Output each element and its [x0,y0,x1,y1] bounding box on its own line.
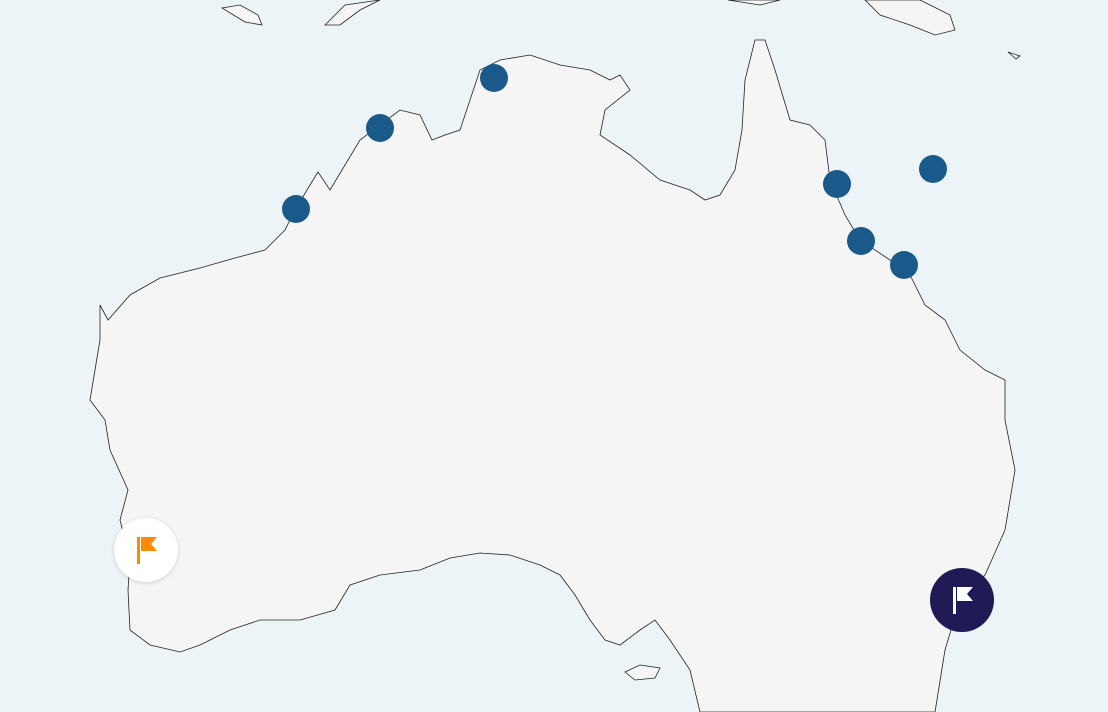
circle-marker-icon [919,155,947,183]
island [1007,51,1021,60]
location-marker[interactable] [282,195,310,223]
flag-marker[interactable] [114,518,178,582]
location-marker[interactable] [823,170,851,198]
flag-icon [953,587,973,614]
island [727,0,781,6]
island [324,0,381,26]
island [220,4,263,26]
location-marker[interactable] [847,227,875,255]
circle-marker-icon [366,114,394,142]
island [864,0,956,36]
circle-marker-icon [480,64,508,92]
australia-mainland [89,39,1016,712]
location-marker[interactable] [366,114,394,142]
location-marker[interactable] [919,155,947,183]
circle-marker-icon [823,170,851,198]
flag-icon [137,537,157,564]
landmass [89,0,1021,712]
markers-layer [114,64,994,632]
flag-marker[interactable] [930,568,994,632]
circle-marker-icon [282,195,310,223]
circle-marker-icon [890,251,918,279]
island [624,664,661,681]
circle-marker-icon [847,227,875,255]
location-marker[interactable] [890,251,918,279]
location-marker[interactable] [480,64,508,92]
